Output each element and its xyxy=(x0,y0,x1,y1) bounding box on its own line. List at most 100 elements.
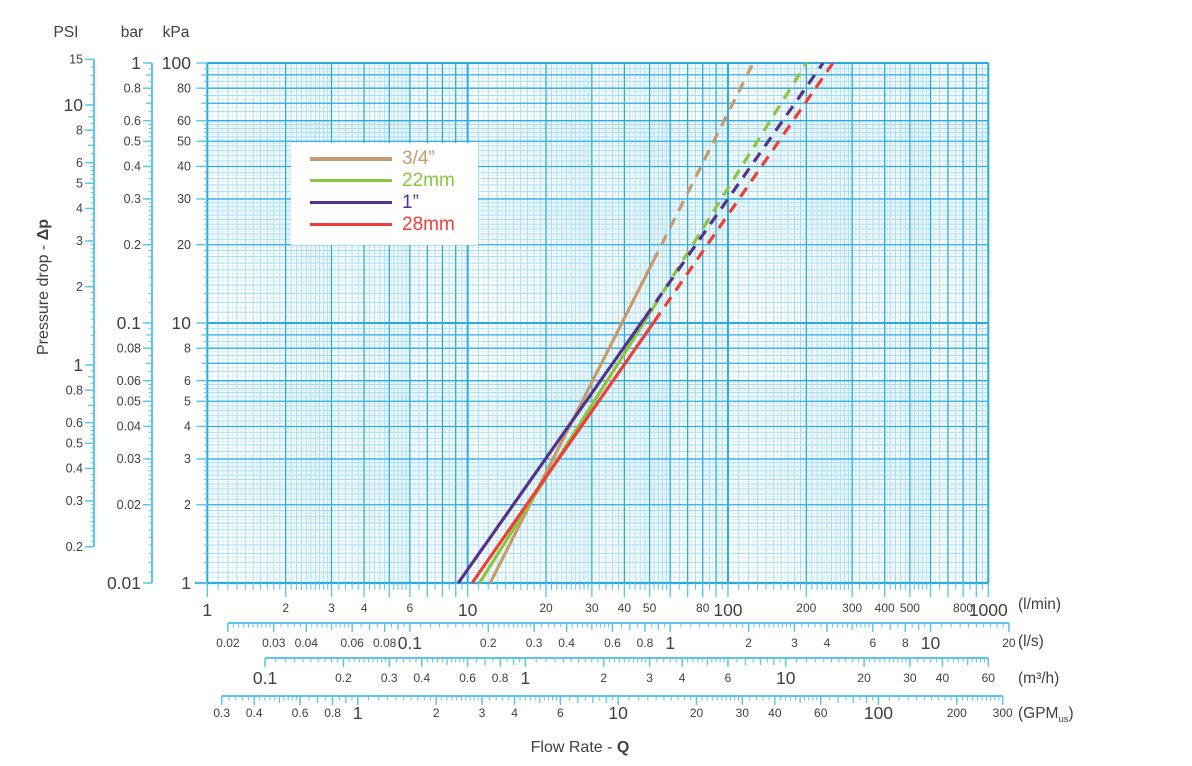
svg-text:4: 4 xyxy=(361,601,368,615)
legend-label: 28mm xyxy=(402,213,455,235)
svg-text:6: 6 xyxy=(557,706,564,720)
legend-item: 1” xyxy=(310,192,478,214)
svg-text:1: 1 xyxy=(181,573,191,593)
svg-text:60: 60 xyxy=(982,671,996,685)
svg-text:1: 1 xyxy=(73,355,83,375)
svg-text:1: 1 xyxy=(202,600,212,620)
svg-text:0.4: 0.4 xyxy=(66,462,83,476)
svg-text:200: 200 xyxy=(947,706,967,720)
svg-text:30: 30 xyxy=(177,192,191,206)
svg-text:5: 5 xyxy=(76,176,83,190)
svg-text:0.3: 0.3 xyxy=(124,192,141,206)
svg-text:0.08: 0.08 xyxy=(117,341,141,355)
svg-text:0.4: 0.4 xyxy=(246,706,263,720)
svg-text:0.6: 0.6 xyxy=(292,706,309,720)
svg-text:0.01: 0.01 xyxy=(107,573,141,593)
svg-text:0.8: 0.8 xyxy=(324,706,341,720)
unit-label-lmin: (l/min) xyxy=(1018,596,1062,613)
svg-text:3: 3 xyxy=(76,234,83,248)
svg-text:10: 10 xyxy=(608,703,628,723)
bar-ruler: 0.01 0.02 0.03 0.04 0.05 0.06 0.08 0.1 0.2 0.3 0.4… xyxy=(107,53,153,593)
svg-text:40: 40 xyxy=(936,671,950,685)
x-axis-title-symbol: Q xyxy=(616,739,630,756)
svg-text:1: 1 xyxy=(665,633,675,653)
svg-text:3: 3 xyxy=(646,671,653,685)
svg-text:3: 3 xyxy=(479,706,486,720)
y-axis-title-symbol: Δp xyxy=(35,219,52,241)
svg-text:50: 50 xyxy=(643,601,657,615)
svg-text:0.03: 0.03 xyxy=(262,636,286,650)
svg-text:40: 40 xyxy=(618,601,632,615)
svg-text:0.4: 0.4 xyxy=(413,671,430,685)
curve-1 xyxy=(456,62,825,584)
svg-text:500: 500 xyxy=(900,601,920,615)
svg-text:6: 6 xyxy=(76,156,83,170)
svg-text:6: 6 xyxy=(869,636,876,650)
svg-text:3: 3 xyxy=(328,601,335,615)
svg-text:4: 4 xyxy=(824,636,831,650)
svg-text:2: 2 xyxy=(433,706,440,720)
svg-text:6: 6 xyxy=(184,374,191,388)
svg-text:0.2: 0.2 xyxy=(124,238,141,252)
svg-text:0.4: 0.4 xyxy=(124,160,141,174)
svg-text:0.3: 0.3 xyxy=(526,636,543,650)
svg-text:2: 2 xyxy=(184,498,191,512)
svg-text:80: 80 xyxy=(696,601,710,615)
legend-swatch xyxy=(310,200,392,205)
svg-text:0.02: 0.02 xyxy=(117,498,141,512)
svg-text:4: 4 xyxy=(511,706,518,720)
header-psi: PSI xyxy=(53,24,79,41)
svg-text:0.6: 0.6 xyxy=(604,636,621,650)
svg-text:2: 2 xyxy=(745,636,752,650)
svg-text:8: 8 xyxy=(902,636,909,650)
svg-text:15: 15 xyxy=(69,52,83,66)
unit-label-gpm: (GPMus) xyxy=(1018,705,1074,726)
svg-text:0.3: 0.3 xyxy=(66,494,83,508)
svg-text:0.1: 0.1 xyxy=(253,668,277,688)
gpm-ruler: 0.3 0.4 0.6 0.8 1 2 3 4 6 10 20 30 40 60 100 200 300 xyxy=(213,695,1013,723)
legend-label: 3/4” xyxy=(402,148,435,170)
unit-label-m3h: (m³/h) xyxy=(1018,670,1060,687)
svg-text:0.04: 0.04 xyxy=(117,420,141,434)
svg-text:100: 100 xyxy=(864,703,893,723)
svg-text:0.1: 0.1 xyxy=(117,313,141,333)
svg-text:300: 300 xyxy=(842,601,862,615)
svg-text:30: 30 xyxy=(585,601,599,615)
ls-ruler: 0.02 0.03 0.04 0.06 0.08 0.1 0.2 0.3 0.4 0.6 0.8 1 2… xyxy=(216,622,1016,653)
svg-text:0.8: 0.8 xyxy=(124,81,141,95)
svg-text:0.2: 0.2 xyxy=(335,671,352,685)
svg-text:4: 4 xyxy=(679,671,686,685)
svg-text:2: 2 xyxy=(76,280,83,294)
y-axis-title: Pressure drop - Δp xyxy=(35,219,53,355)
svg-text:0.5: 0.5 xyxy=(66,436,83,450)
svg-text:0.8: 0.8 xyxy=(492,671,509,685)
svg-text:0.8: 0.8 xyxy=(66,383,83,397)
svg-text:800: 800 xyxy=(953,601,973,615)
x-axis-title: Flow Rate - Q xyxy=(531,739,630,757)
svg-text:20: 20 xyxy=(690,706,704,720)
svg-text:3: 3 xyxy=(791,636,798,650)
svg-text:5: 5 xyxy=(184,394,191,408)
svg-text:80: 80 xyxy=(177,81,191,95)
svg-text:20: 20 xyxy=(177,238,191,252)
svg-text:40: 40 xyxy=(768,706,782,720)
svg-text:0.02: 0.02 xyxy=(216,636,240,650)
svg-text:0.04: 0.04 xyxy=(295,636,319,650)
svg-text:2: 2 xyxy=(600,671,607,685)
svg-text:2: 2 xyxy=(282,601,289,615)
svg-text:4: 4 xyxy=(76,202,83,216)
legend-item: 3/4” xyxy=(310,148,478,170)
svg-text:0.4: 0.4 xyxy=(558,636,575,650)
svg-text:0.3: 0.3 xyxy=(213,706,230,720)
svg-text:20: 20 xyxy=(1002,636,1016,650)
svg-text:400: 400 xyxy=(875,601,895,615)
svg-text:0.2: 0.2 xyxy=(66,540,83,554)
svg-text:6: 6 xyxy=(725,671,732,685)
svg-text:3: 3 xyxy=(184,452,191,466)
svg-text:1000: 1000 xyxy=(969,600,1008,620)
svg-text:200: 200 xyxy=(796,601,816,615)
svg-text:1: 1 xyxy=(521,668,531,688)
